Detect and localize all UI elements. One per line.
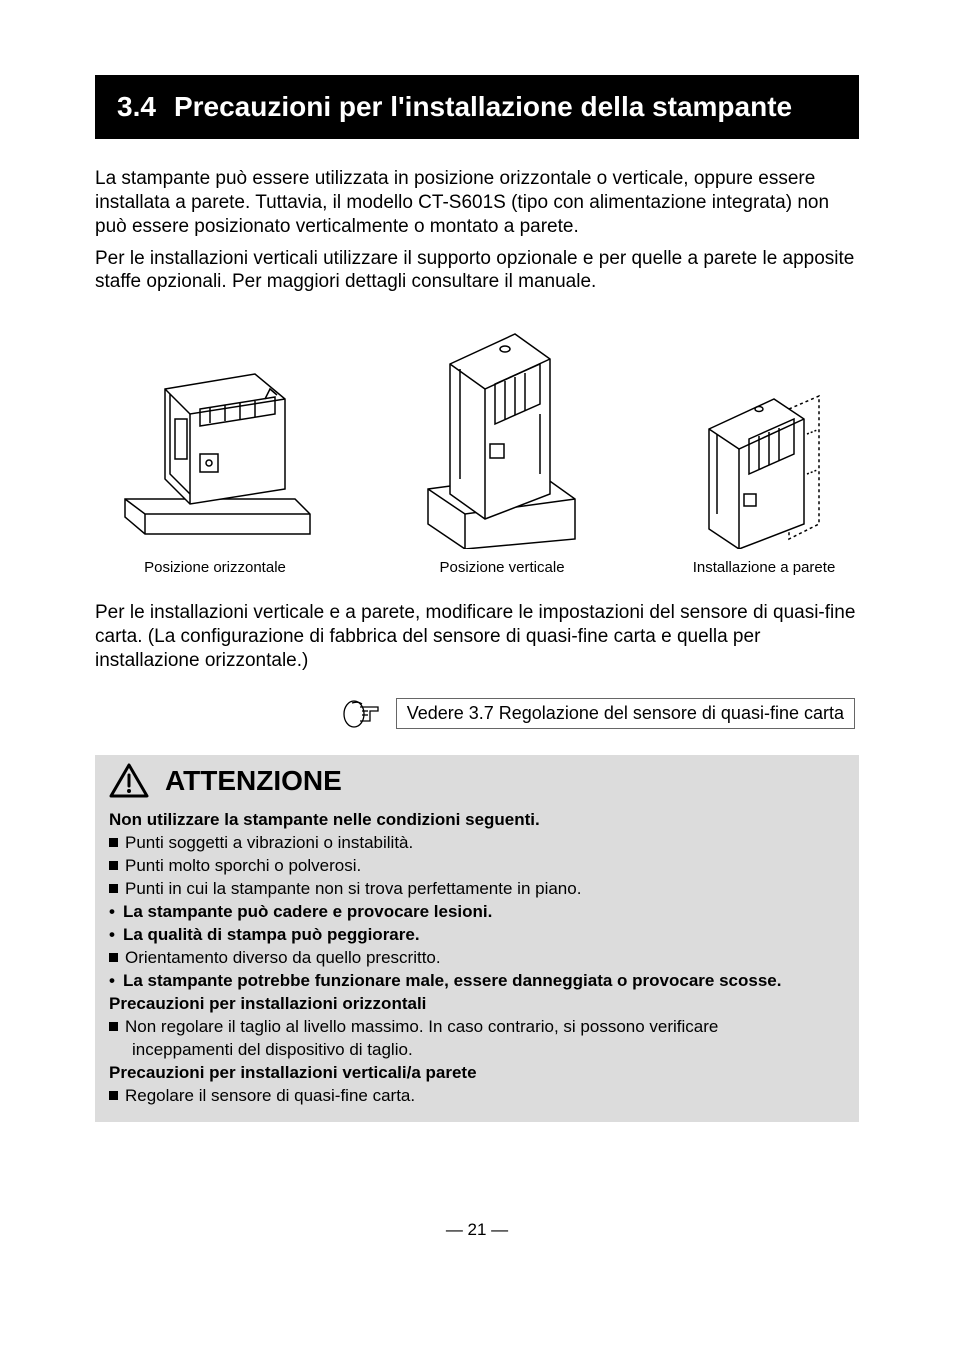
attention-l11: Precauzioni per installazioni verticali/… <box>109 1062 845 1085</box>
printer-vertical-icon <box>420 324 585 549</box>
caption-wall: Installazione a parete <box>693 559 836 576</box>
attention-l9: Precauzioni per installazioni orizzontal… <box>109 993 845 1016</box>
reference-note: Vedere 3.7 Regolazione del sensore di qu… <box>95 698 859 729</box>
printer-wall-icon <box>689 384 839 549</box>
attention-l5: •La stampante può cadere e provocare les… <box>109 901 845 924</box>
attention-l12: Regolare il sensore di quasi-fine carta. <box>109 1085 845 1108</box>
hand-pointer-icon <box>342 699 384 729</box>
section-header: 3.4 Precauzioni per l'installazione dell… <box>95 75 859 139</box>
attention-l3: Punti molto sporchi o polverosi. <box>109 855 845 878</box>
attention-l6: •La qualità di stampa può peggiorare. <box>109 924 845 947</box>
figure-wall: Installazione a parete <box>689 384 839 576</box>
attention-box: ATTENZIONE Non utilizzare la stampante n… <box>95 755 859 1121</box>
attention-l7: Orientamento diverso da quello prescritt… <box>109 947 845 970</box>
attention-l4: Punti in cui la stampante non si trova p… <box>109 878 845 901</box>
attention-l1: Non utilizzare la stampante nelle condiz… <box>109 809 845 832</box>
attention-l2: Punti soggetti a vibrazioni o instabilit… <box>109 832 845 855</box>
printer-horizontal-icon <box>115 359 315 549</box>
attention-header: ATTENZIONE <box>109 763 845 799</box>
attention-l8: •La stampante potrebbe funzionare male, … <box>109 970 845 993</box>
mid-paragraph: Per le installazioni verticale e a paret… <box>95 601 859 672</box>
intro-paragraph-2: Per le installazioni verticali utilizzar… <box>95 247 859 295</box>
attention-l10b: inceppamenti del dispositivo di taglio. <box>109 1039 845 1062</box>
attention-l10: Non regolare il taglio al livello massim… <box>109 1016 845 1039</box>
intro-paragraph-1: La stampante può essere utilizzata in po… <box>95 167 859 238</box>
warning-icon <box>109 763 149 799</box>
section-title: Precauzioni per l'installazione della st… <box>174 89 792 125</box>
page-number: — 21 — <box>0 1220 954 1240</box>
attention-title: ATTENZIONE <box>165 765 342 797</box>
section-number: 3.4 <box>117 89 156 125</box>
figure-vertical: Posizione verticale <box>420 324 585 576</box>
reference-text: Vedere 3.7 Regolazione del sensore di qu… <box>396 698 855 729</box>
caption-vertical: Posizione verticale <box>439 559 564 576</box>
figure-horizontal: Posizione orizzontale <box>115 359 315 576</box>
caption-horizontal: Posizione orizzontale <box>144 559 286 576</box>
figures-row: Posizione orizzontale Posizione vertical… <box>95 324 859 576</box>
